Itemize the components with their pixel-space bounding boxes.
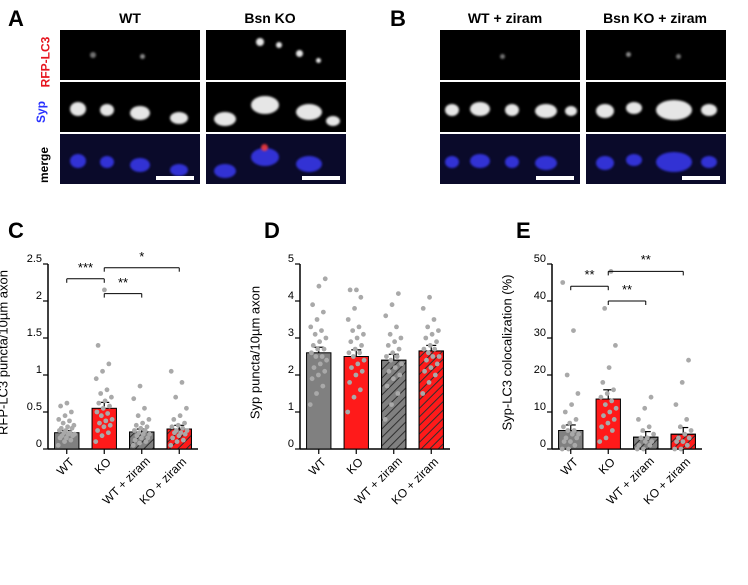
micrograph-wt-rfp (60, 30, 200, 80)
micrograph-wtz-merge (440, 134, 580, 184)
group-label-wt-a: WT (100, 10, 160, 26)
micrograph-ko-rfp (206, 30, 346, 80)
micrograph-panel-b (440, 30, 726, 184)
ytick-label: 2 (266, 364, 294, 376)
ytick-label: 20 (518, 364, 546, 376)
group-label-ko-b: Bsn KO + ziram (590, 10, 720, 26)
scalebar (536, 176, 574, 180)
panel-label-c: C (8, 218, 24, 244)
micrograph-ko-syp (206, 82, 346, 132)
significance-label: ** (108, 275, 138, 290)
channel-label-syp: Syp (34, 101, 48, 123)
micrograph-wtz-syp (440, 82, 580, 132)
panel-label-d: D (264, 218, 280, 244)
ytick-label: 2.5 (14, 253, 42, 265)
scalebar (156, 176, 194, 180)
panel-label-a: A (8, 6, 24, 32)
significance-label: *** (71, 260, 101, 275)
scalebar (682, 176, 720, 180)
micrograph-koz-rfp (586, 30, 726, 80)
panel-label-b: B (390, 6, 406, 32)
micrograph-koz-syp (586, 82, 726, 132)
ytick-label: 2 (14, 290, 42, 302)
ytick-label: 1 (266, 401, 294, 413)
micrograph-ko-merge (206, 134, 346, 184)
ytick-label: 10 (518, 401, 546, 413)
micrograph-wt-merge (60, 134, 200, 184)
ytick-label: 0 (518, 438, 546, 450)
ytick-label: 4 (266, 290, 294, 302)
ytick-label: 1.5 (14, 327, 42, 339)
chart-d (293, 252, 452, 462)
chart-d-ylabel: Syp puncta/10µm axon (248, 262, 263, 442)
micrograph-koz-merge (586, 134, 726, 184)
ytick-label: 3 (266, 327, 294, 339)
group-label-ko-a: Bsn KO (230, 10, 310, 26)
significance-label: ** (612, 282, 642, 297)
ytick-label: 40 (518, 290, 546, 302)
ytick-label: 50 (518, 253, 546, 265)
ytick-label: 0 (14, 438, 42, 450)
scalebar (302, 176, 340, 180)
channel-label-rfp: RFP-LC3 (38, 37, 52, 88)
chart-e-ylabel: Syp-LC3 colocalization (%) (500, 262, 515, 442)
chart-c-ylabel: RFP-LC3 puncta/10µm axon (0, 262, 11, 442)
micrograph-wt-syp (60, 82, 200, 132)
ytick-label: 30 (518, 327, 546, 339)
ytick-label: 1 (14, 364, 42, 376)
significance-label: * (127, 249, 157, 264)
ytick-label: 0.5 (14, 401, 42, 413)
micrograph-panel-a (60, 30, 346, 184)
significance-label: ** (631, 252, 661, 267)
ytick-label: 5 (266, 253, 294, 265)
micrograph-wtz-rfp (440, 30, 580, 80)
ytick-label: 0 (266, 438, 294, 450)
group-label-wt-b: WT + ziram (445, 10, 565, 26)
channel-label-merge: merge (37, 147, 51, 183)
panel-label-e: E (516, 218, 531, 244)
significance-label: ** (575, 267, 605, 282)
